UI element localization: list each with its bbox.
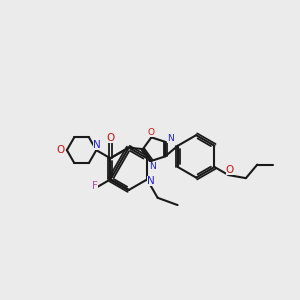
Text: O: O <box>107 133 115 142</box>
Text: F: F <box>92 181 98 191</box>
Text: O: O <box>56 145 64 155</box>
Text: O: O <box>147 128 154 137</box>
Text: N: N <box>93 140 101 150</box>
Text: N: N <box>167 134 174 143</box>
Text: N: N <box>149 162 156 171</box>
Text: O: O <box>226 165 234 175</box>
Text: N: N <box>147 176 154 186</box>
